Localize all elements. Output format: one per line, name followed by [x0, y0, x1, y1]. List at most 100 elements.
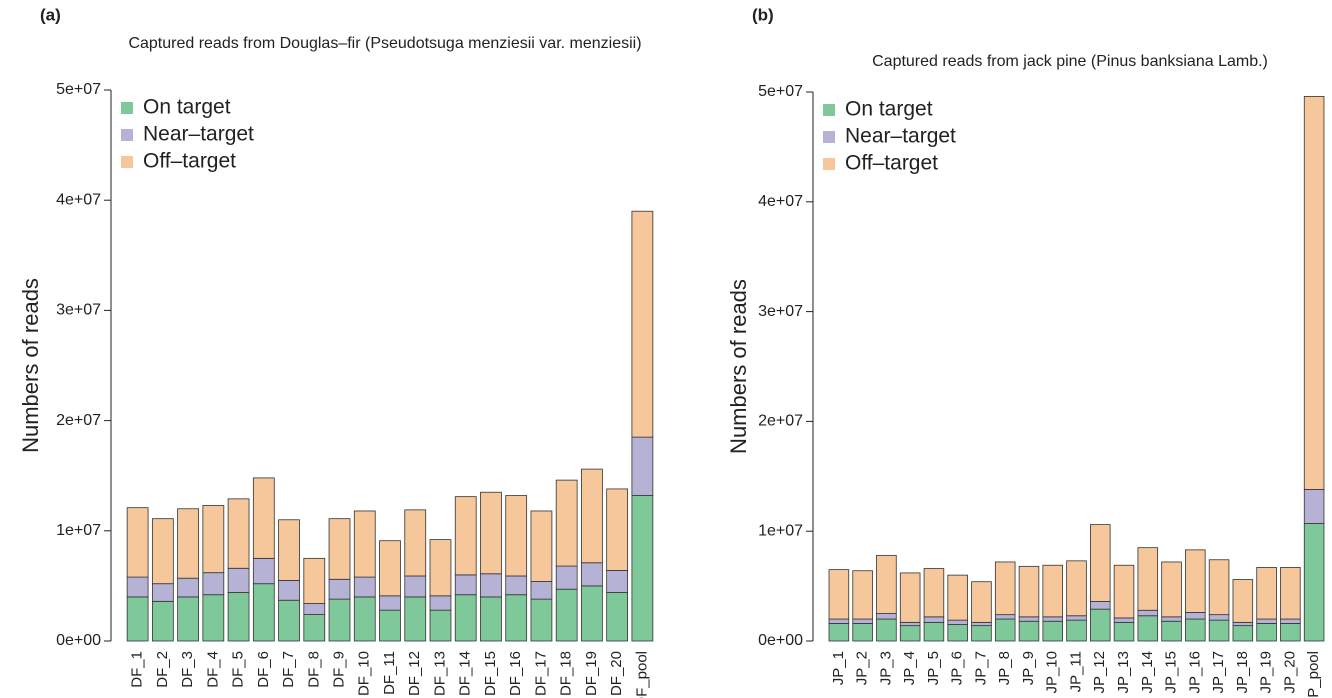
bar-segment	[480, 596, 502, 642]
y-tick-label: 0e+00	[758, 632, 803, 649]
legend-swatch	[823, 104, 835, 116]
bar-segment	[971, 621, 992, 627]
legend-swatch	[121, 102, 133, 114]
bar-segment	[530, 510, 553, 582]
bar-segment	[177, 596, 199, 642]
x-tick-label: DF_pool	[633, 651, 650, 698]
bar-segment	[852, 623, 873, 642]
bar-segment	[353, 596, 376, 642]
bar-segment	[1161, 561, 1182, 618]
bar-segment	[278, 599, 300, 642]
bar-segment	[404, 575, 427, 598]
bar-segment	[202, 572, 225, 596]
bar-segment	[581, 585, 603, 642]
x-tick-label: JP_13	[1115, 651, 1132, 694]
x-tick-label: JP_4	[901, 651, 918, 685]
legend-swatch	[121, 156, 133, 168]
bar-segment	[480, 491, 502, 575]
bar-segment	[227, 498, 250, 569]
y-axis-label: Numbers of reads	[726, 279, 751, 454]
bar-segment	[876, 618, 897, 642]
y-tick-label: 5e+07	[56, 81, 101, 98]
bar-segment	[852, 570, 873, 620]
bar-segment	[1113, 617, 1135, 623]
x-tick-label: DF_13	[431, 651, 448, 696]
bar-segment	[1303, 523, 1325, 642]
x-tick-label: JP_18	[1234, 651, 1251, 694]
bar-segment	[303, 557, 326, 604]
bar-segment	[899, 625, 921, 642]
x-tick-label: DF_7	[280, 651, 297, 688]
bar-segment	[454, 496, 477, 576]
bar-segment	[1256, 623, 1277, 642]
bar-segment	[126, 507, 149, 578]
x-tick-label: DF_19	[583, 651, 600, 696]
bar-segment	[505, 495, 528, 577]
bar-segment	[177, 508, 199, 579]
bar-segment	[151, 600, 174, 642]
x-tick-label: JP_10	[1044, 651, 1061, 694]
legend-label: On target	[845, 98, 933, 121]
legend-swatch	[823, 158, 835, 170]
bar-segment	[1185, 618, 1206, 642]
bar-segment	[1232, 579, 1254, 623]
bar-segment	[994, 618, 1016, 642]
x-tick-label: JP_16	[1186, 651, 1203, 694]
bar-segment	[994, 561, 1016, 616]
bar-segment	[899, 572, 921, 623]
x-tick-label: DF_2	[154, 651, 171, 688]
bar-segment	[151, 583, 174, 602]
bar-segment	[606, 592, 629, 642]
y-tick-label: 4e+07	[758, 193, 803, 210]
y-tick-label: 3e+07	[56, 302, 101, 319]
bar-segment	[454, 574, 477, 596]
bar-segment	[454, 594, 477, 642]
bar-segment	[555, 479, 578, 567]
bar-segment	[1090, 608, 1111, 642]
bar-segment	[971, 625, 992, 642]
x-tick-label: JP_8	[996, 651, 1013, 685]
bar-segment	[429, 539, 452, 597]
bar-segment	[1113, 621, 1135, 642]
bar-segment	[404, 596, 427, 642]
bar-segment	[828, 618, 850, 624]
bar-segment	[1018, 620, 1040, 642]
bar-segment	[480, 573, 502, 598]
bar-segment	[1018, 616, 1040, 622]
bar-segment	[899, 621, 921, 627]
bar-segment	[1042, 616, 1063, 622]
x-tick-label: DF_4	[204, 651, 221, 688]
x-tick-label: DF_14	[457, 651, 474, 696]
x-tick-label: JP_14	[1139, 651, 1156, 694]
chart-title: Captured reads from Douglas–fir (Pseudot…	[128, 35, 641, 52]
bar-segment	[1208, 559, 1230, 616]
bar-segment	[1303, 95, 1325, 490]
bar-segment	[126, 576, 149, 598]
bar-segment	[1208, 619, 1230, 642]
bar-segment	[1137, 547, 1159, 611]
bar-segment	[530, 581, 553, 600]
bar-segment	[828, 569, 850, 620]
panel-label: (a)	[40, 5, 61, 24]
bar-segment	[581, 468, 603, 564]
legend-label: Near–target	[143, 123, 254, 146]
legend-label: Off–target	[845, 152, 938, 175]
legend-label: On target	[143, 96, 231, 119]
x-tick-label: JP_2	[854, 651, 871, 685]
panel-label: (b)	[752, 5, 774, 24]
legend-label: Near–target	[845, 125, 956, 148]
bar-segment	[429, 609, 452, 642]
x-tick-label: DF_6	[255, 651, 272, 688]
bar-segment	[1042, 620, 1063, 642]
bar-segment	[1018, 565, 1040, 618]
bar-segment	[252, 477, 275, 559]
bar-segment	[1161, 616, 1182, 622]
x-tick-label: JP_5	[925, 651, 942, 685]
bar-segment	[1137, 615, 1159, 642]
y-tick-label: 1e+07	[758, 522, 803, 539]
legend-swatch	[121, 129, 133, 141]
bar-segment	[1280, 567, 1301, 620]
bar-segment	[1185, 549, 1206, 613]
